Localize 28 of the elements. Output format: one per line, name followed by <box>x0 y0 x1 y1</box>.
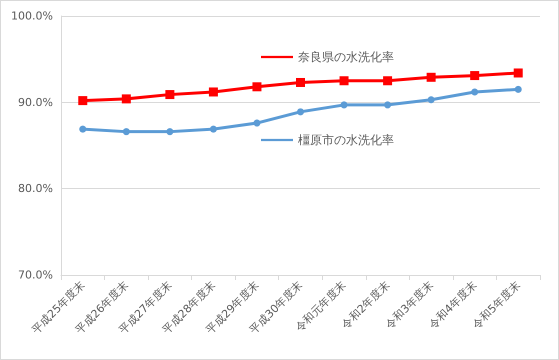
y-tick-label: 70.0% <box>18 268 53 282</box>
point <box>208 87 218 96</box>
point <box>340 101 348 108</box>
point <box>470 71 480 80</box>
y-tick-label: 100.0% <box>11 10 53 22</box>
legend-label: 奈良県の水洗化率 <box>298 50 394 64</box>
point <box>428 96 435 104</box>
point <box>383 76 392 86</box>
point <box>471 88 478 96</box>
point <box>514 86 522 93</box>
point <box>384 101 392 108</box>
point <box>297 108 304 116</box>
y-tick-label: 80.0% <box>18 182 53 196</box>
legend-label: 橿原市の水洗化率 <box>298 133 394 147</box>
point <box>79 126 86 133</box>
point <box>122 94 131 104</box>
point <box>78 96 88 106</box>
point <box>514 68 523 78</box>
point <box>340 76 349 86</box>
y-tick-label: 90.0% <box>18 96 53 109</box>
point <box>426 72 436 82</box>
point <box>296 78 305 87</box>
point <box>252 82 262 92</box>
point <box>165 90 174 100</box>
point <box>253 120 260 127</box>
point <box>166 128 174 136</box>
point <box>122 128 130 136</box>
point <box>210 126 217 133</box>
